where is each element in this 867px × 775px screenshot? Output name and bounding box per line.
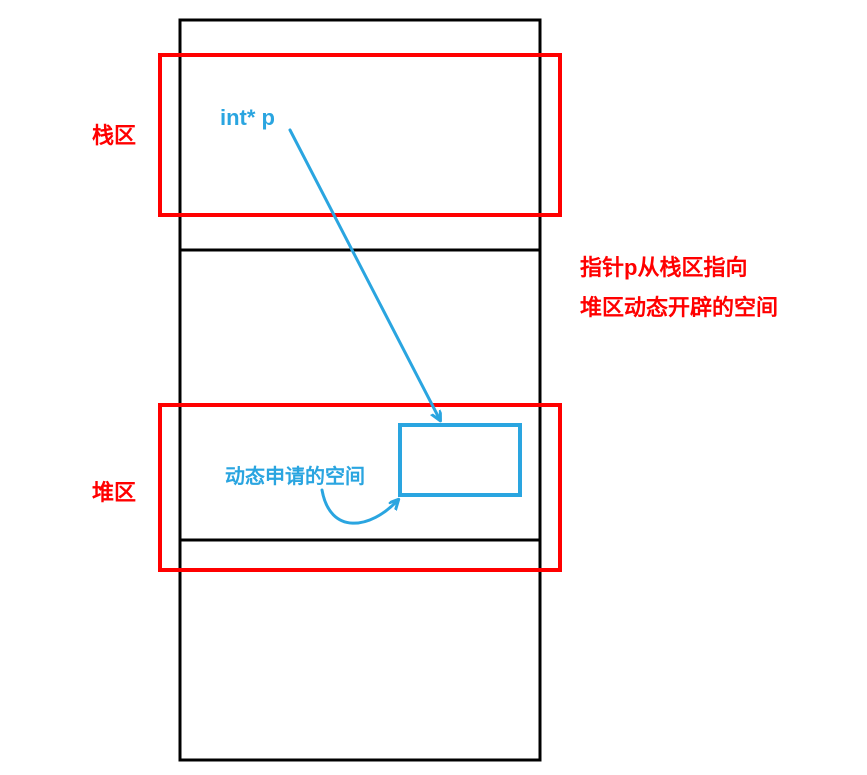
diagram-svg — [0, 0, 867, 775]
arrow-label-to-alloc — [322, 490, 398, 523]
explanation-line-2: 堆区动态开辟的空间 — [580, 290, 778, 322]
arrow-pointer-to-alloc — [290, 130, 440, 420]
alloc-space-label: 动态申请的空间 — [225, 460, 365, 489]
stack-region-label: 栈区 — [92, 118, 136, 150]
heap-region-label: 堆区 — [92, 475, 136, 507]
explanation-line-1: 指针p从栈区指向 — [580, 250, 747, 282]
allocated-space-box — [400, 425, 520, 495]
diagram-canvas: 栈区 堆区 int* p 动态申请的空间 指针p从栈区指向 堆区动态开辟的空间 — [0, 0, 867, 775]
stack-box — [160, 55, 560, 215]
memory-frame — [180, 20, 540, 760]
pointer-label: int* p — [220, 105, 275, 131]
